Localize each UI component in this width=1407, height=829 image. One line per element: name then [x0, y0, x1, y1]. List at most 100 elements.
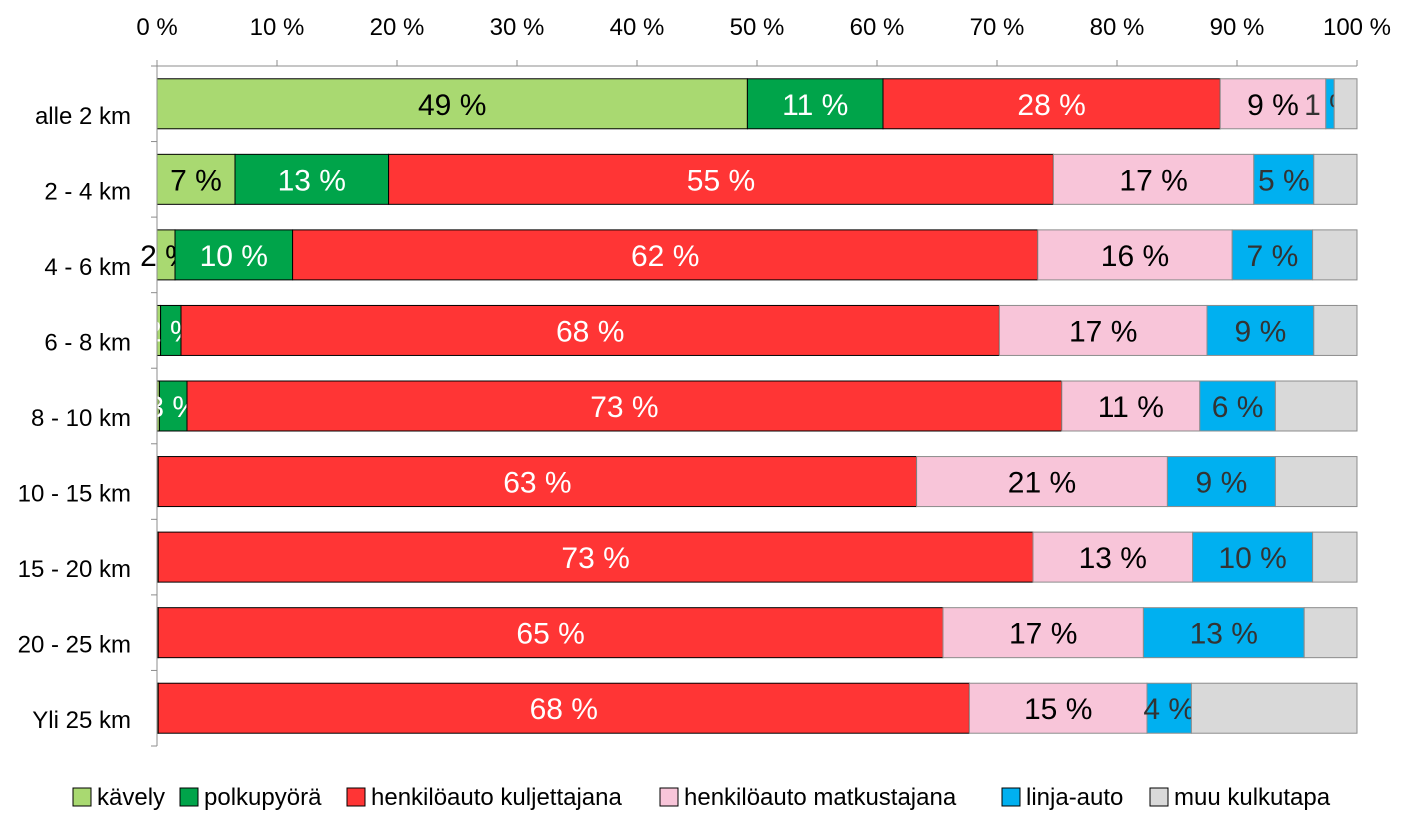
x-tick-label: 50 % — [730, 14, 785, 41]
bar-segment — [1192, 531, 1314, 583]
data-label: 16 % — [1101, 240, 1169, 273]
bar-segment — [1253, 153, 1315, 205]
category-label: 10 - 15 km — [18, 481, 131, 508]
bar-segment — [1313, 304, 1358, 356]
bar-segment — [157, 456, 918, 508]
data-label: 73 % — [590, 391, 658, 424]
data-label: 10 % — [200, 240, 268, 273]
x-tick-label: 90 % — [1210, 14, 1265, 41]
legend-swatch — [72, 787, 92, 807]
legend: kävely polkupyörä henkilöauto kuljettajana… — [72, 784, 1331, 811]
x-tick-label: 30 % — [490, 14, 545, 41]
bar-segment — [1052, 153, 1255, 205]
data-label: 17 % — [1119, 164, 1187, 197]
x-tick-label: 60 % — [850, 14, 905, 41]
bar-segment — [1190, 682, 1358, 734]
bar-segment — [1037, 229, 1233, 281]
x-tick-label: 100 % — [1323, 14, 1391, 41]
bar-segment — [158, 380, 188, 432]
x-tick-label: 70 % — [970, 14, 1025, 41]
legend-label: polkupyörä — [204, 784, 322, 811]
axes — [151, 60, 1358, 747]
category-label: Yli 25 km — [32, 707, 131, 734]
data-label: 9 % — [1235, 315, 1287, 348]
bar-segment — [157, 682, 970, 734]
bar-segment — [174, 229, 294, 281]
x-tick-label: 10 % — [250, 14, 305, 41]
data-label: 68 % — [530, 693, 598, 726]
bar-segment — [292, 229, 1039, 281]
bar-segment — [156, 78, 748, 130]
data-label: 15 % — [1024, 693, 1092, 726]
bar-segment — [1199, 380, 1276, 432]
legend-swatch — [179, 787, 199, 807]
data-label: 65 % — [516, 618, 584, 651]
legend-label: henkilöauto matkustajana — [684, 784, 957, 811]
bar-segment — [1333, 78, 1358, 130]
bar-segment — [157, 531, 1034, 583]
bar-segment — [1312, 531, 1358, 583]
bar-segment — [388, 153, 1054, 205]
category-label: 4 - 6 km — [44, 254, 131, 281]
category-label: 20 - 25 km — [18, 632, 131, 659]
category-label: 8 - 10 km — [31, 405, 131, 432]
x-axis-ticks: 0 % 10 % 20 % 30 % 40 % 50 % 60 % 70 % 80 % 90 % 1… — [136, 14, 1391, 41]
category-label: 2 - 4 km — [44, 178, 131, 205]
category-label: alle 2 km — [35, 103, 131, 130]
data-label: 9 % — [1196, 467, 1248, 500]
category-label: 6 - 8 km — [44, 329, 131, 356]
data-label: 55 % — [687, 164, 755, 197]
bar-segment — [180, 304, 1000, 356]
data-label: 6 % — [1212, 391, 1264, 424]
legend-label: henkilöauto kuljettajana — [371, 784, 623, 811]
x-tick-label: 40 % — [610, 14, 665, 41]
x-tick-label: 80 % — [1090, 14, 1145, 41]
x-tick-label: 0 % — [136, 14, 177, 41]
data-label: 11 % — [782, 89, 848, 122]
bar-segment — [1313, 153, 1358, 205]
bar-segment — [1146, 682, 1192, 734]
legend-swatch — [659, 787, 679, 807]
bar-segment — [157, 607, 944, 659]
data-label: 17 % — [1069, 315, 1137, 348]
data-label: 13 % — [278, 164, 346, 197]
bar-segment — [1142, 607, 1305, 659]
bar-segment — [1219, 78, 1327, 130]
legend-label: linja-auto — [1026, 784, 1123, 811]
bar-segment — [156, 153, 236, 205]
data-label: 9 % — [1247, 89, 1299, 122]
data-label: 68 % — [556, 315, 624, 348]
data-label: 4 % — [1143, 693, 1195, 726]
data-label: 73 % — [561, 542, 629, 575]
bar-segment — [1303, 607, 1358, 659]
bar-segment — [1312, 229, 1358, 281]
data-label: 7 % — [1247, 240, 1299, 273]
data-label: 10 % — [1218, 542, 1286, 575]
data-label: 5 % — [1258, 164, 1310, 197]
data-label: 13 % — [1190, 618, 1258, 651]
legend-swatch — [346, 787, 366, 807]
bar-segment — [746, 78, 884, 130]
data-label: 49 % — [418, 89, 486, 122]
bar-segment — [1206, 304, 1315, 356]
data-label: 62 % — [631, 240, 699, 273]
data-label: 13 % — [1079, 542, 1147, 575]
legend-swatch — [1149, 787, 1169, 807]
data-label: 63 % — [503, 467, 571, 500]
legend-label: muu kulkutapa — [1174, 784, 1331, 811]
legend-label: kävely — [97, 784, 165, 811]
bar-segment — [882, 78, 1221, 130]
bar-segment — [186, 380, 1063, 432]
bar-segment — [1274, 456, 1358, 508]
legend-swatch — [1001, 787, 1021, 807]
data-label: 7 % — [170, 164, 222, 197]
bar-segment — [1231, 229, 1314, 281]
bars: 49 % 11 % 28 % 9 % 1 %7 % 13 % 55 % 17 % 5 %2 % 1… — [140, 78, 1358, 734]
x-tick-label: 20 % — [370, 14, 425, 41]
data-label: 21 % — [1008, 467, 1076, 500]
category-labels: alle 2 km 2 - 4 km 4 - 6 km 6 - 8 km 8 - 10 … — [18, 103, 131, 734]
bar-segment — [998, 304, 1208, 356]
bar-segment — [234, 153, 390, 205]
